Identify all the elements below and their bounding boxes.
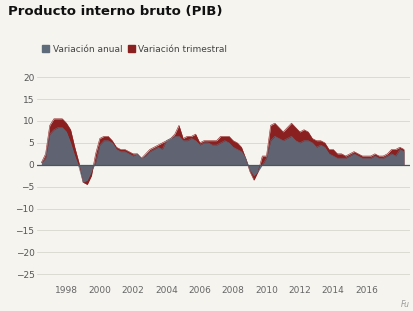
Text: Producto interno bruto (PIB): Producto interno bruto (PIB) — [8, 5, 222, 18]
Legend: Variación anual, Variación trimestral: Variación anual, Variación trimestral — [42, 45, 227, 54]
Text: Fu: Fu — [400, 300, 409, 309]
